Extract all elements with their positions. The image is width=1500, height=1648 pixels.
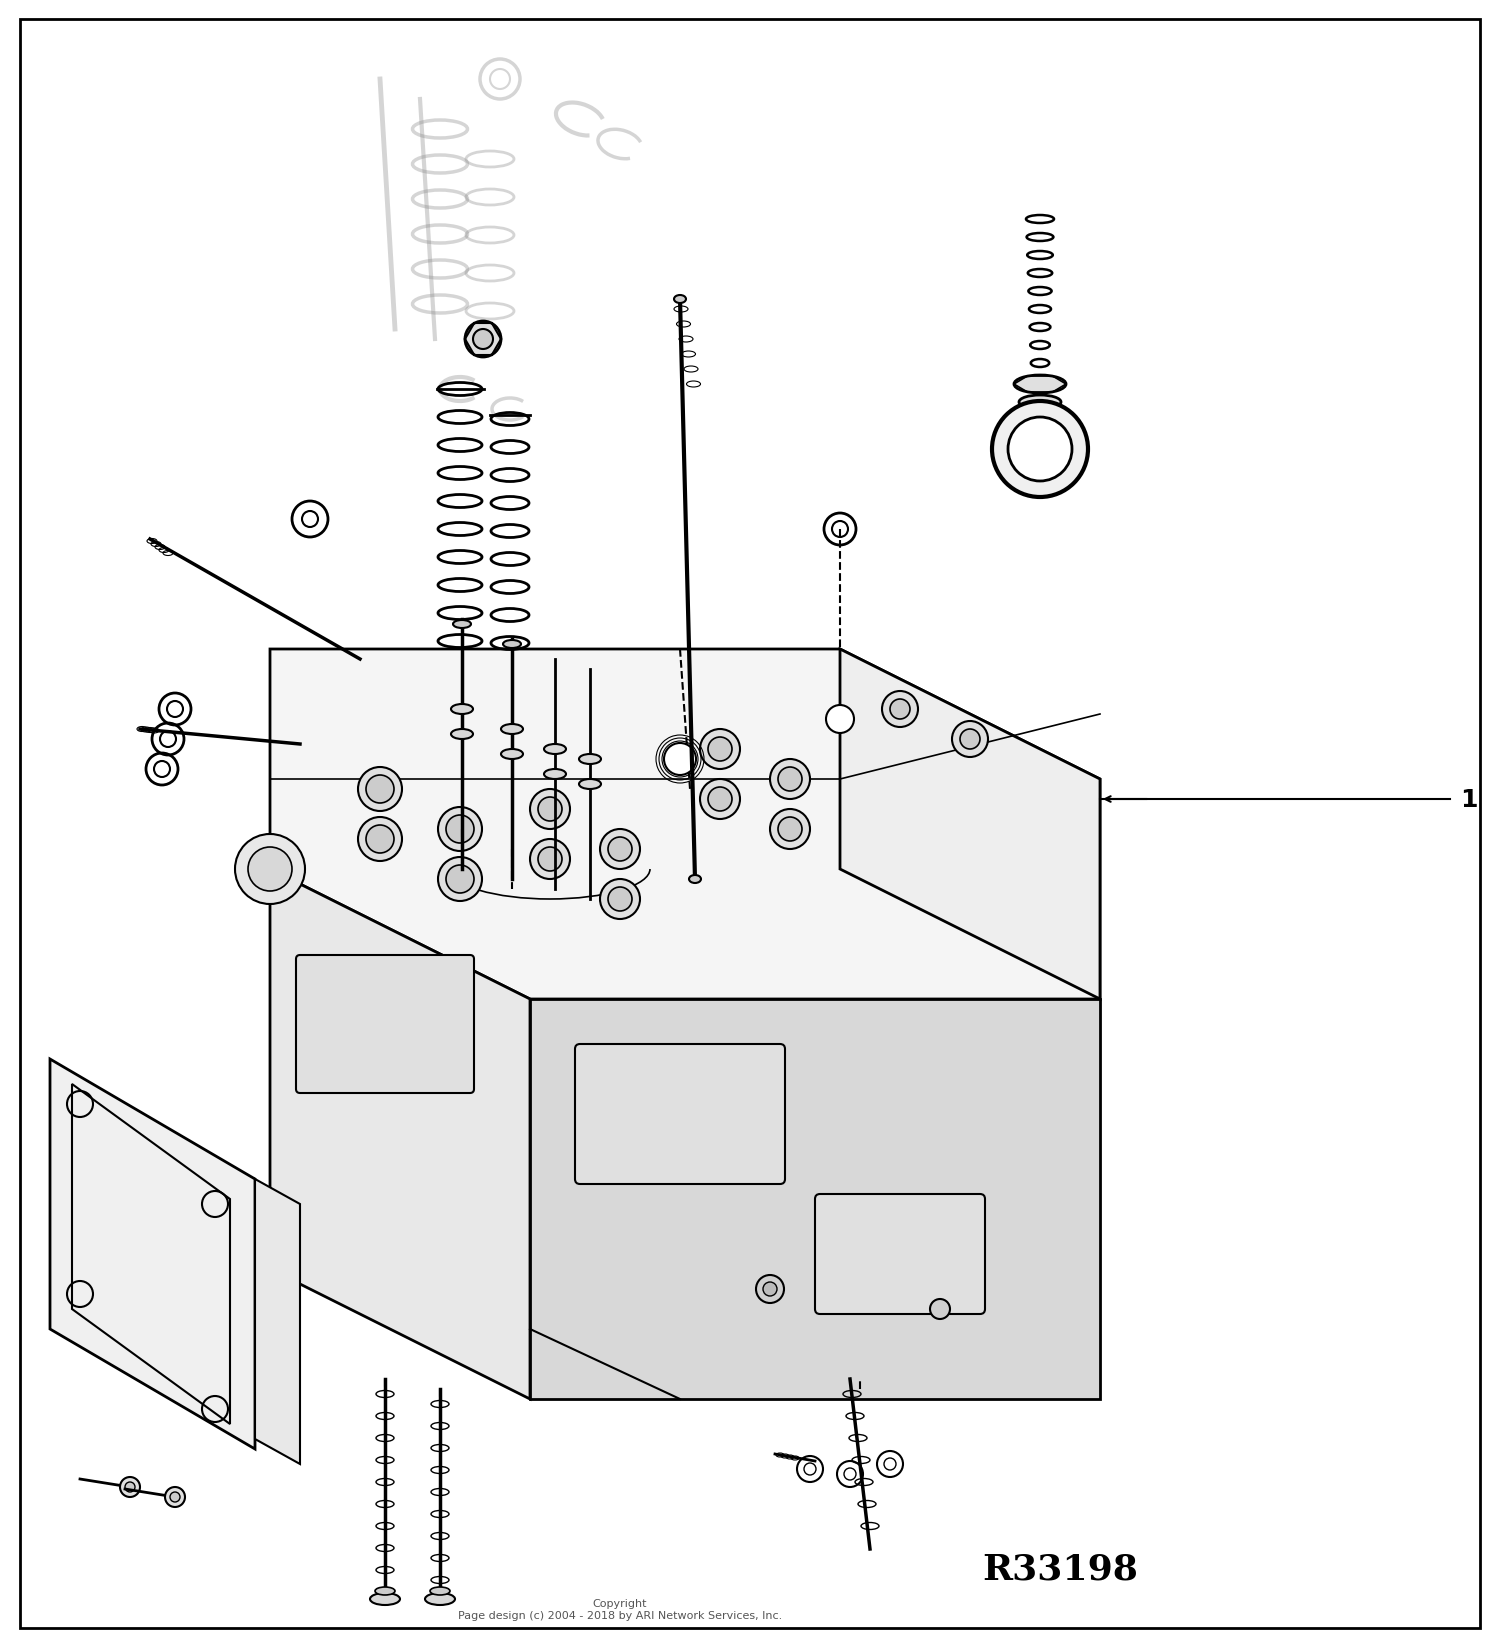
Circle shape	[708, 788, 732, 811]
Circle shape	[600, 829, 640, 870]
Circle shape	[664, 743, 696, 776]
Circle shape	[366, 776, 394, 804]
Ellipse shape	[430, 1587, 450, 1595]
Ellipse shape	[674, 297, 686, 303]
Circle shape	[770, 760, 810, 799]
Circle shape	[700, 730, 740, 770]
Circle shape	[600, 880, 640, 920]
Circle shape	[778, 817, 802, 842]
Circle shape	[438, 857, 482, 901]
Circle shape	[700, 780, 740, 819]
Ellipse shape	[452, 705, 472, 715]
Circle shape	[1008, 417, 1072, 481]
Ellipse shape	[579, 755, 602, 765]
Circle shape	[960, 730, 980, 750]
Ellipse shape	[688, 875, 700, 883]
Circle shape	[120, 1477, 140, 1496]
Circle shape	[882, 692, 918, 727]
Circle shape	[778, 768, 802, 791]
Ellipse shape	[1019, 396, 1060, 410]
Circle shape	[708, 738, 732, 761]
Circle shape	[538, 847, 562, 872]
Circle shape	[530, 789, 570, 829]
Circle shape	[248, 847, 292, 892]
Text: 1: 1	[1460, 788, 1478, 811]
Circle shape	[438, 808, 482, 852]
Ellipse shape	[544, 770, 566, 780]
Circle shape	[608, 888, 631, 911]
Ellipse shape	[501, 750, 524, 760]
Circle shape	[446, 865, 474, 893]
Circle shape	[608, 837, 631, 862]
Polygon shape	[840, 649, 1100, 999]
Circle shape	[236, 834, 304, 905]
Ellipse shape	[370, 1594, 400, 1605]
Ellipse shape	[579, 780, 602, 789]
Text: R33198: R33198	[982, 1552, 1138, 1585]
Ellipse shape	[452, 730, 472, 740]
Circle shape	[530, 839, 570, 880]
Circle shape	[770, 809, 810, 849]
Circle shape	[358, 817, 402, 862]
Polygon shape	[270, 870, 530, 1399]
Ellipse shape	[544, 745, 566, 755]
Circle shape	[827, 705, 854, 733]
Polygon shape	[50, 1060, 255, 1449]
Ellipse shape	[453, 621, 471, 628]
Circle shape	[890, 699, 910, 720]
Circle shape	[472, 330, 494, 349]
Circle shape	[446, 816, 474, 844]
Circle shape	[465, 321, 501, 358]
Circle shape	[170, 1491, 180, 1501]
Polygon shape	[255, 1180, 300, 1463]
Text: Copyright
Page design (c) 2004 - 2018 by ARI Network Services, Inc.: Copyright Page design (c) 2004 - 2018 by…	[458, 1599, 782, 1620]
Circle shape	[124, 1482, 135, 1491]
FancyBboxPatch shape	[296, 956, 474, 1093]
Ellipse shape	[501, 725, 524, 735]
Ellipse shape	[503, 641, 520, 649]
Circle shape	[930, 1299, 950, 1318]
Circle shape	[992, 402, 1088, 498]
Circle shape	[756, 1276, 784, 1304]
Polygon shape	[270, 649, 1100, 999]
Circle shape	[165, 1486, 184, 1506]
Circle shape	[764, 1282, 777, 1297]
Polygon shape	[530, 999, 1100, 1399]
Circle shape	[358, 768, 402, 811]
Circle shape	[952, 722, 988, 758]
Ellipse shape	[1014, 376, 1066, 394]
Circle shape	[366, 826, 394, 854]
FancyBboxPatch shape	[815, 1195, 986, 1313]
Ellipse shape	[375, 1587, 394, 1595]
FancyBboxPatch shape	[574, 1045, 784, 1185]
Ellipse shape	[424, 1594, 454, 1605]
Circle shape	[538, 798, 562, 821]
